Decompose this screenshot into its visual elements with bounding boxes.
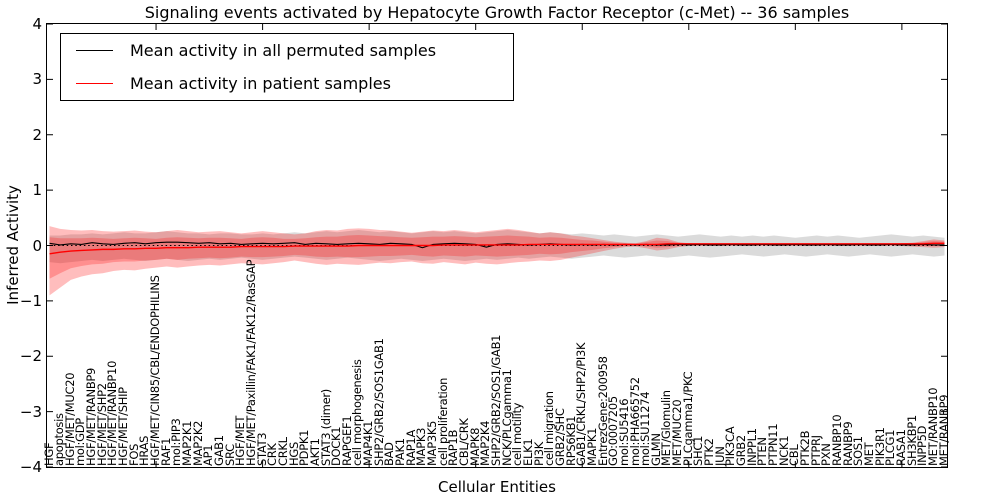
y-tick-label: −3 [19,402,42,421]
series-line-1 [49,242,945,255]
legend-label-permuted: Mean activity in all permuted samples [130,41,437,60]
patient-line-swatch [76,83,113,84]
legend-row-permuted: Mean activity in all permuted samples [61,34,513,67]
y-tick-label: −1 [19,291,42,310]
y-tick-label: 0 [32,236,42,255]
y-tick-label: 1 [32,181,42,200]
legend-label-patient: Mean activity in patient samples [130,74,391,93]
permuted-samples-range-band [49,230,945,264]
permuted-line-swatch [76,50,113,51]
chart-canvas [47,24,947,467]
y-tick-label: −4 [19,458,42,476]
legend-row-patient: Mean activity in patient samples [61,67,513,100]
y-tick-label: 4 [32,15,42,33]
plot-area [46,23,948,468]
y-tick-label: 2 [32,125,42,144]
y-tick-label: 3 [32,70,42,89]
legend: Mean activity in all permuted samples Me… [60,33,514,101]
x-axis-label: Cellular Entities [438,478,556,496]
chart-title: Signaling events activated by Hepatocyte… [144,3,850,22]
y-tick-label: −2 [19,347,42,366]
x-tick-label: MET/RANBP9 [936,394,951,466]
